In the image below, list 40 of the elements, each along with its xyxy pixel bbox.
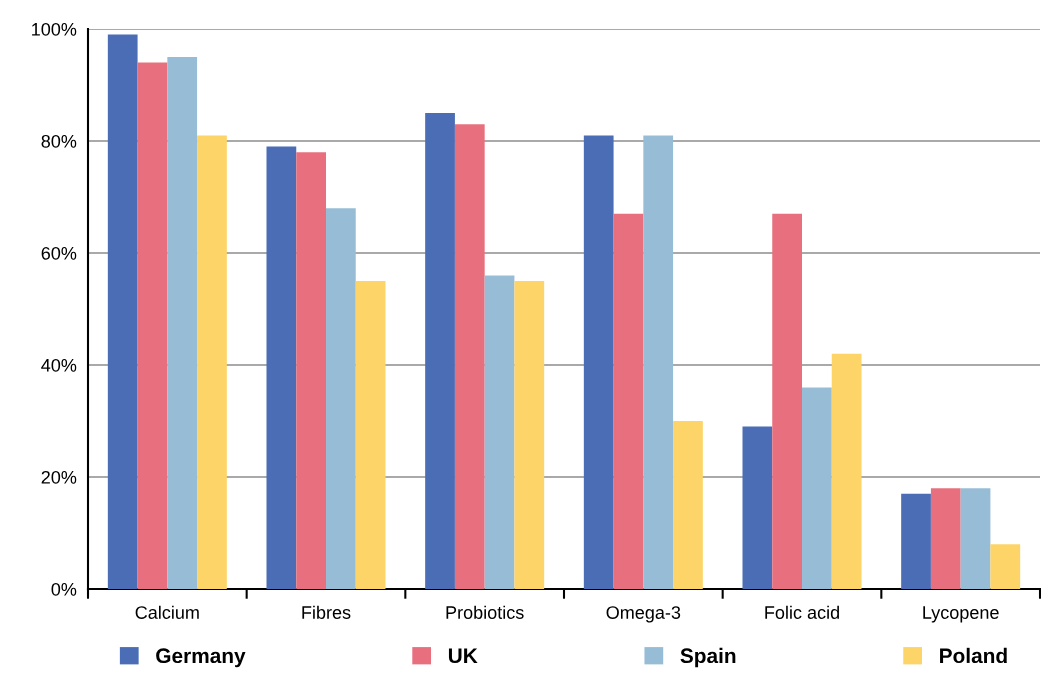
legend-label: Spain [680, 647, 736, 668]
bar [137, 62, 168, 589]
bar [901, 493, 931, 589]
bar [583, 135, 614, 589]
bar [930, 488, 961, 589]
x-tick-label: Lycopene [923, 606, 999, 623]
bar [326, 208, 356, 589]
bar [742, 426, 773, 589]
bar [484, 275, 515, 589]
bar [355, 281, 386, 589]
x-tick-label: Omega-3 [606, 606, 681, 623]
legend-label: Poland [940, 647, 1007, 664]
bar [673, 421, 703, 589]
y-tick-label: 100% [32, 22, 77, 36]
bar [266, 146, 297, 589]
bar [425, 113, 455, 589]
y-tick-label: 60% [41, 246, 77, 260]
y-tick-label: 0% [51, 582, 77, 596]
bar [197, 135, 227, 589]
bar [772, 213, 802, 589]
x-tick-label: Calcium [135, 605, 199, 619]
x-tick-label: Folic acid [765, 605, 839, 619]
bar [990, 544, 1021, 589]
bar [960, 488, 991, 589]
bar [296, 152, 326, 589]
bar [514, 281, 545, 589]
bar [454, 124, 485, 589]
bar [643, 135, 674, 589]
bar [107, 34, 138, 589]
legend-label: Germany [156, 648, 246, 668]
bar [167, 57, 198, 589]
x-tick-label: Fibres [302, 605, 351, 619]
legend-label: UK [448, 648, 478, 664]
bar [831, 353, 862, 589]
bar [802, 387, 832, 589]
y-tick-label: 40% [41, 358, 77, 372]
bar [613, 213, 644, 589]
x-tick-label: Probiotics [446, 605, 524, 619]
y-tick-label: 20% [41, 470, 77, 484]
y-tick-label: 80% [41, 134, 77, 148]
